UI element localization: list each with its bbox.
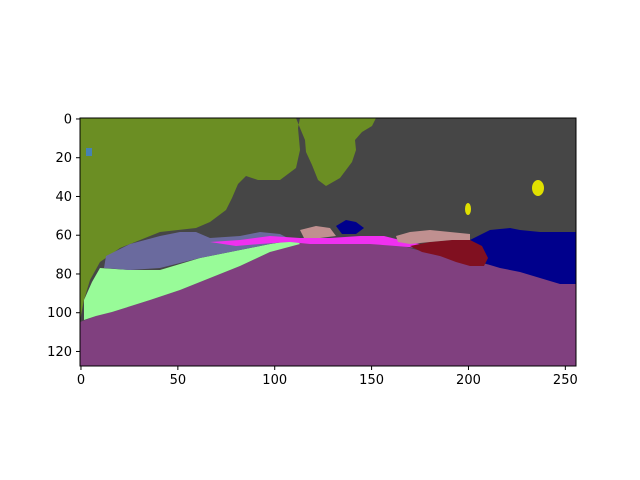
x-tick: 150 — [359, 366, 384, 388]
x-tick-label: 200 — [456, 373, 481, 388]
x-tick-label: 250 — [553, 373, 578, 388]
region-tan-2 — [300, 226, 336, 238]
y-tick: 120 — [47, 345, 80, 360]
x-tick: 100 — [262, 366, 287, 388]
y-tick-label: 40 — [55, 190, 72, 205]
region-tan — [396, 230, 470, 244]
x-tick-label: 50 — [170, 373, 187, 388]
y-tick: 40 — [55, 190, 80, 205]
y-tick: 80 — [55, 268, 80, 283]
region-navy — [470, 228, 576, 284]
x-tick-label: 0 — [77, 373, 85, 388]
x-tick: 250 — [553, 366, 578, 388]
y-axis: 0 20 40 60 80 100 120 — [47, 113, 80, 360]
y-tick: 100 — [47, 306, 80, 321]
region-yellow-1 — [532, 180, 544, 196]
region-blue-gray — [86, 148, 92, 156]
region-maroon — [410, 240, 488, 266]
x-tick: 0 — [77, 366, 85, 388]
x-tick: 200 — [456, 366, 481, 388]
y-tick: 0 — [64, 113, 80, 128]
y-tick-label: 20 — [55, 151, 72, 166]
region-magenta — [210, 236, 470, 250]
y-tick-label: 60 — [55, 229, 72, 244]
segmentation-image — [80, 118, 576, 366]
y-tick-label: 0 — [64, 113, 72, 128]
y-tick-label: 100 — [47, 306, 72, 321]
y-tick-label: 80 — [55, 268, 72, 283]
region-yellow-2 — [465, 203, 471, 215]
region-olive — [80, 118, 376, 320]
x-axis: 0 50 100 150 200 250 — [77, 366, 578, 388]
region-navy-small — [336, 220, 364, 234]
axes-frame — [79, 117, 577, 367]
x-tick-label: 100 — [262, 373, 287, 388]
region-light-green — [84, 240, 300, 320]
region-purple — [80, 242, 576, 366]
x-tick-label: 150 — [359, 373, 384, 388]
y-tick: 20 — [55, 151, 80, 166]
y-tick: 60 — [55, 229, 80, 244]
x-tick: 50 — [170, 366, 187, 388]
y-tick-label: 120 — [47, 345, 72, 360]
